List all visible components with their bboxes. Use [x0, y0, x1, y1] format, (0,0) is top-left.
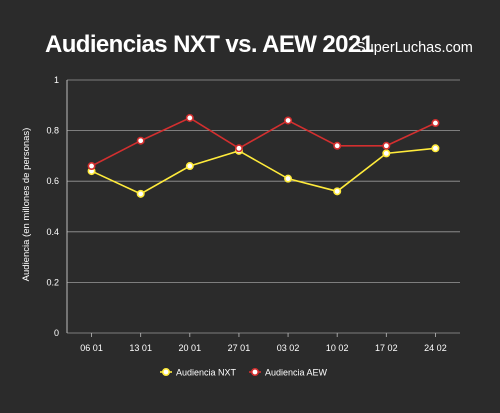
- data-point: [87, 162, 96, 171]
- data-point: [431, 144, 440, 153]
- legend-label: Audiencia AEW: [265, 368, 328, 378]
- data-point: [185, 113, 194, 122]
- y-tick-label: 0: [54, 328, 59, 338]
- y-axis-label: Audiencia (en millones de personas): [21, 128, 32, 282]
- data-point: [185, 162, 194, 171]
- y-tick-label: 0.6: [46, 176, 59, 186]
- y-tick-label: 1: [54, 75, 59, 85]
- x-tick-label: 24 02: [424, 343, 447, 353]
- data-point: [333, 187, 342, 196]
- x-tick-label: 10 02: [326, 343, 349, 353]
- x-tick-label: 03 02: [277, 343, 300, 353]
- data-point: [284, 174, 293, 183]
- data-point: [234, 144, 243, 153]
- legend-marker: [251, 367, 260, 376]
- x-tick-label: 27 01: [228, 343, 251, 353]
- x-tick-label: 06 01: [80, 343, 103, 353]
- y-tick-label: 0.8: [46, 126, 59, 136]
- data-point: [382, 141, 391, 150]
- legend-marker: [162, 367, 171, 376]
- chart-title: Audiencias NXT vs. AEW 2021: [45, 31, 374, 58]
- data-point: [136, 189, 145, 198]
- legend-label: Audiencia NXT: [176, 368, 237, 378]
- data-point: [431, 119, 440, 128]
- series-line: [91, 147, 436, 195]
- y-tick-label: 0.4: [46, 227, 59, 237]
- series-line: [91, 117, 436, 167]
- data-point: [136, 136, 145, 145]
- data-point: [284, 116, 293, 125]
- brand-label: SuperLuchas.com: [356, 40, 473, 56]
- x-tick-label: 13 01: [129, 343, 152, 353]
- data-point: [333, 141, 342, 150]
- x-tick-label: 17 02: [375, 343, 398, 353]
- y-tick-label: 0.2: [46, 277, 59, 287]
- data-point: [382, 149, 391, 158]
- x-tick-label: 20 01: [179, 343, 202, 353]
